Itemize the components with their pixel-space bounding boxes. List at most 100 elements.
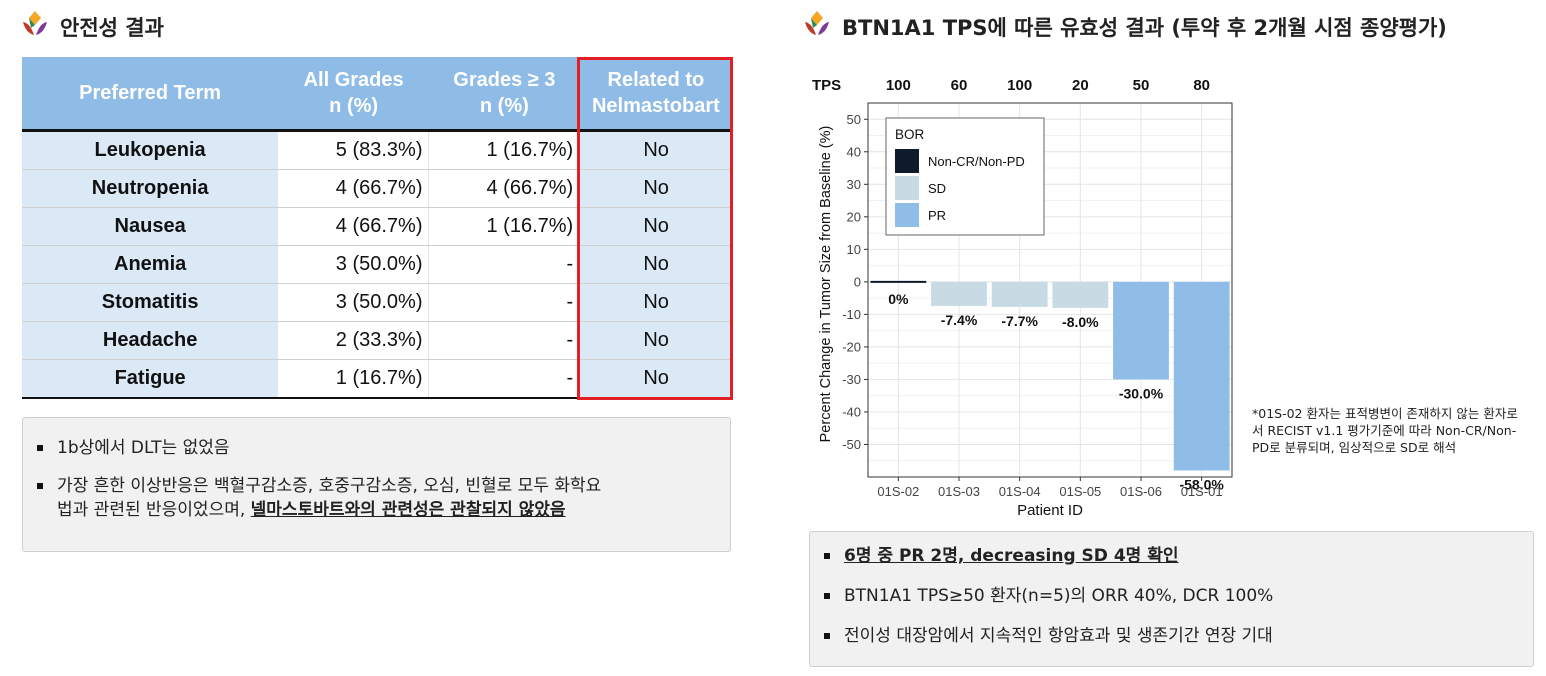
safety-note-1: 1b상에서 DLT는 없었음 <box>23 436 730 460</box>
all-grades-cell: 3 (50.0%) <box>278 245 430 284</box>
y-tick-label: -30 <box>842 372 861 387</box>
legend-swatch <box>895 203 919 227</box>
bar <box>1173 281 1230 471</box>
table-row: Neutropenia 4 (66.7%) 4 (66.7%) No <box>22 169 732 208</box>
data-label: 0% <box>888 291 909 307</box>
related-cell: No <box>579 130 732 170</box>
logo-icon <box>23 11 47 35</box>
table-row: Leukopenia 5 (83.3%) 1 (16.7%) No <box>22 130 732 170</box>
header-related: Related to Nelmastobart <box>579 57 732 132</box>
tps-label: TPS <box>812 77 841 94</box>
related-cell: No <box>579 283 732 322</box>
plot-panel <box>867 102 1233 478</box>
grades-3-cell: 1 (16.7%) <box>428 207 581 246</box>
y-tick-label: -20 <box>842 339 861 354</box>
x-tick-label: 01S-06 <box>1120 484 1162 499</box>
safety-note-2: 가장 흔한 이상반응은 백혈구감소증, 호중구감소증, 오심, 빈혈로 모두 화… <box>23 474 730 522</box>
table-row: Fatigue 1 (16.7%) - No <box>22 359 732 399</box>
legend-label: Non-CR/Non-PD <box>928 154 1025 169</box>
bar <box>1113 281 1169 380</box>
tps-value: 50 <box>1133 77 1150 94</box>
term-cell: Fatigue <box>22 359 279 399</box>
grades-3-cell: 4 (66.7%) <box>428 169 581 208</box>
legend-swatch <box>895 149 919 173</box>
safety-note-emphasis: 넬마스토바트와의 관련성은 관찰되지 않았음 <box>250 500 566 520</box>
grades-3-cell: 1 (16.7%) <box>428 130 581 170</box>
efficacy-note-3: 전이성 대장암에서 지속적인 항암효과 및 생존기간 연장 기대 <box>810 624 1533 648</box>
y-tick-label: -40 <box>842 404 861 419</box>
tps-value: 100 <box>886 77 911 94</box>
y-tick-label: 40 <box>847 144 861 159</box>
x-tick-label: 01S-03 <box>938 484 980 499</box>
footnote: *01S-02 환자는 표적병변이 존재하지 않는 환자로서 RECIST v1… <box>1252 406 1518 455</box>
term-cell: Anemia <box>22 245 279 284</box>
all-grades-cell: 2 (33.3%) <box>278 321 430 360</box>
data-label: -7.7% <box>1001 313 1038 329</box>
table-row: Stomatitis 3 (50.0%) - No <box>22 283 732 322</box>
related-cell: No <box>579 359 732 399</box>
table-row: Headache 2 (33.3%) - No <box>22 321 732 360</box>
grades-3-cell: - <box>428 359 581 399</box>
x-axis-title: Patient ID <box>1017 502 1083 519</box>
legend-label: PR <box>928 208 946 223</box>
y-tick-label: 0 <box>854 274 861 289</box>
efficacy-title: BTN1A1 TPS에 따른 유효성 결과 (투약 후 2개월 시점 종양평가) <box>842 16 1447 40</box>
grades-3-cell: - <box>428 321 581 360</box>
bar <box>991 281 1048 307</box>
tps-value: 60 <box>951 77 968 94</box>
tps-value: 100 <box>1007 77 1032 94</box>
safety-notes-box: 1b상에서 DLT는 없었음 가장 흔한 이상반응은 백혈구감소증, 호중구감소… <box>22 417 731 552</box>
related-cell: No <box>579 245 732 284</box>
all-grades-cell: 3 (50.0%) <box>278 283 430 322</box>
y-tick-label: -10 <box>842 307 861 322</box>
all-grades-cell: 5 (83.3%) <box>278 130 430 170</box>
data-label: -58.0% <box>1179 476 1224 492</box>
term-cell: Stomatitis <box>22 283 279 322</box>
legend-label: SD <box>928 181 946 196</box>
x-tick-label: 01S-02 <box>877 484 919 499</box>
logo-icon <box>805 11 829 35</box>
adverse-events-table: Preferred Term All Grades n (%) Grades ≥ … <box>22 57 732 399</box>
efficacy-note-2: BTN1A1 TPS≥50 환자(n=5)의 ORR 40%, DCR 100% <box>810 584 1533 608</box>
y-axis-title: Percent Change in Tumor Size from Baseli… <box>818 126 834 443</box>
legend-swatch <box>895 176 919 200</box>
efficacy-notes-box: 6명 중 PR 2명, decreasing SD 4명 확인 BTN1A1 T… <box>809 531 1534 667</box>
all-grades-cell: 4 (66.7%) <box>278 207 430 246</box>
y-tick-label: 30 <box>847 177 861 192</box>
all-grades-cell: 1 (16.7%) <box>278 359 430 399</box>
y-tick-label: 20 <box>847 209 861 224</box>
related-cell: No <box>579 169 732 208</box>
tps-value: 80 <box>1193 77 1210 94</box>
term-cell: Neutropenia <box>22 169 279 208</box>
term-cell: Headache <box>22 321 279 360</box>
related-cell: No <box>579 321 732 360</box>
y-tick-label: -50 <box>842 437 861 452</box>
bar <box>931 281 987 306</box>
term-cell: Leukopenia <box>22 130 279 170</box>
x-tick-label: 01S-01 <box>1181 484 1223 499</box>
safety-title: 안전성 결과 <box>60 16 164 40</box>
grades-3-cell: - <box>428 283 581 322</box>
legend-title: BOR <box>895 127 925 142</box>
grades-3-cell: - <box>428 245 581 284</box>
related-cell: No <box>579 207 732 246</box>
tps-value: 20 <box>1072 77 1089 94</box>
data-label: -30.0% <box>1119 385 1164 401</box>
table-row: Nausea 4 (66.7%) 1 (16.7%) No <box>22 207 732 246</box>
x-tick-label: 01S-05 <box>1059 484 1101 499</box>
data-label: -8.0% <box>1062 314 1099 330</box>
y-tick-label: 10 <box>847 242 861 257</box>
waterfall-chart: 0%-7.4% -7.7% -8.0%-30.0%-58.0%50403020100… <box>812 77 1233 519</box>
data-label: -7.4% <box>941 312 978 328</box>
header-all-grades: All Grades n (%) <box>278 57 429 132</box>
related-column-highlight <box>577 57 733 400</box>
header-preferred-term: Preferred Term <box>22 57 279 132</box>
bar <box>1052 281 1109 308</box>
efficacy-note-1: 6명 중 PR 2명, decreasing SD 4명 확인 <box>810 544 1533 568</box>
term-cell: Nausea <box>22 207 279 246</box>
y-tick-label: 50 <box>847 112 861 127</box>
all-grades-cell: 4 (66.7%) <box>278 169 430 208</box>
x-tick-label: 01S-04 <box>999 484 1041 499</box>
table-row: Anemia 3 (50.0%) - No <box>22 245 732 284</box>
